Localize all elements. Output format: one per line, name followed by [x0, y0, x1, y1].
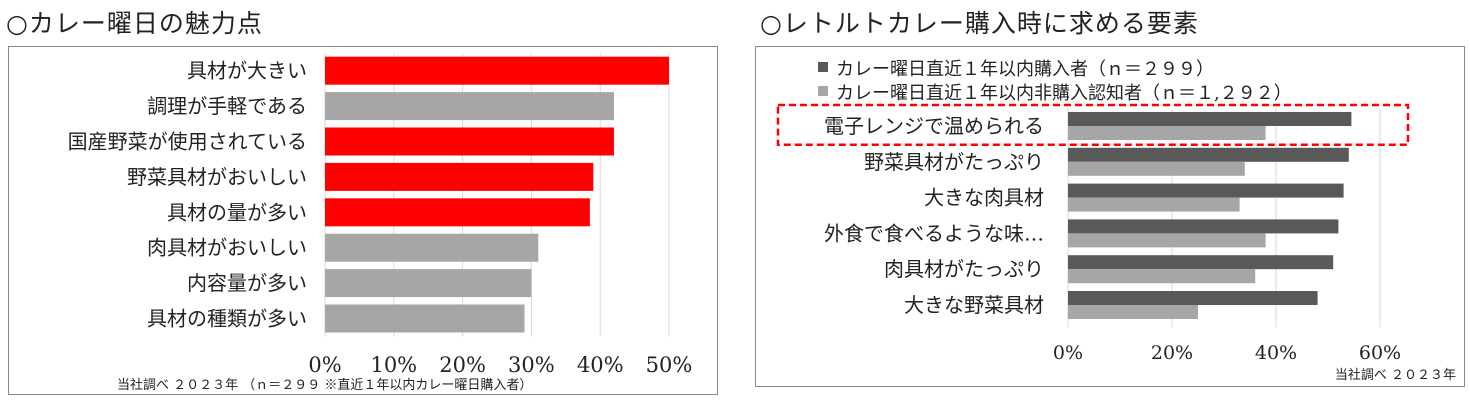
x-tick-label: 0% — [308, 353, 341, 377]
x-tick-label: 40% — [1255, 342, 1297, 364]
legend-swatch — [818, 62, 828, 72]
category-label: 具材が大きい — [187, 59, 307, 83]
bar — [325, 92, 614, 121]
right-bar-chart: 0% 20% 40% 60% カレー曜日直近１年以内購入者（ｎ＝２９９） カレー曜日直近１… — [776, 59, 1456, 383]
x-tick-label: 60% — [1359, 342, 1401, 364]
bar — [1068, 305, 1198, 319]
bar — [325, 233, 539, 262]
category-label: 具材の種類が多い — [147, 307, 307, 331]
category-label: 国産野菜が使用されている — [68, 130, 307, 154]
category-label: 肉具材がたっぷり — [884, 257, 1044, 281]
bar — [1068, 126, 1266, 140]
category-label: 野菜具材がたっぷり — [864, 150, 1044, 174]
x-tick-label: 50% — [646, 353, 693, 377]
source-note: 当社調べ ２０２３年 （ｎ＝２９９ ※直近１年以内カレー曜日購入者） — [117, 377, 532, 393]
bar — [325, 127, 614, 156]
x-tick-label: 10% — [370, 353, 417, 377]
bar — [325, 162, 594, 191]
bar — [325, 198, 590, 227]
bar — [1068, 147, 1349, 162]
category-label: 内容量が多い — [187, 271, 307, 295]
bar — [1068, 183, 1344, 198]
bar — [1068, 255, 1334, 270]
category-label: 調理が手軽である — [147, 94, 307, 118]
source-note: 当社調べ ２０２３年 — [1335, 367, 1456, 383]
bar — [1068, 112, 1352, 126]
left-chart-title: ○カレー曜日の魅力点 — [6, 9, 263, 38]
bar — [1068, 233, 1266, 248]
legend-label: カレー曜日直近１年以内非購入認知者（ｎ＝１,２９２） — [836, 83, 1292, 104]
bar — [1068, 291, 1318, 305]
category-label: 野菜具材がおいしい — [127, 165, 307, 189]
bar — [1068, 197, 1240, 212]
bar — [325, 304, 525, 333]
category-label: 具材の量が多い — [167, 200, 307, 224]
bar — [325, 56, 669, 85]
category-label: 電子レンジで温められる — [824, 114, 1044, 138]
legend-label: カレー曜日直近１年以内購入者（ｎ＝２９９） — [836, 59, 1214, 80]
bar — [1068, 219, 1339, 234]
x-tick-label: 40% — [577, 353, 624, 377]
left-chart-panel: 0% 10% 20% 30% 40% 50% 具材が大きい調理が手軽である国産野菜が使用され… — [8, 46, 718, 395]
right-chart-panel: 0% 20% 40% 60% カレー曜日直近１年以内購入者（ｎ＝２９９） カレー曜日直近１… — [755, 46, 1465, 387]
category-label: 外食で食べるような味… — [824, 221, 1044, 245]
x-tick-label: 30% — [508, 353, 555, 377]
x-tick-label: 20% — [439, 353, 486, 377]
bar — [1068, 161, 1245, 176]
legend-swatch — [818, 86, 828, 96]
x-tick-label: 20% — [1151, 342, 1193, 364]
category-label: 大きな野菜具材 — [904, 293, 1044, 317]
category-label: 大きな肉具材 — [924, 186, 1044, 210]
bar — [1068, 269, 1256, 284]
left-bar-chart: 0% 10% 20% 30% 40% 50% 具材が大きい調理が手軽である国産野菜が使用され… — [68, 53, 693, 393]
category-label: 肉具材がおいしい — [147, 236, 307, 260]
bar — [325, 269, 532, 298]
right-chart-title: ○レトルトカレー購入時に求める要素 — [760, 9, 1199, 38]
x-tick-label: 0% — [1053, 342, 1083, 364]
highlight-box — [776, 103, 1410, 147]
